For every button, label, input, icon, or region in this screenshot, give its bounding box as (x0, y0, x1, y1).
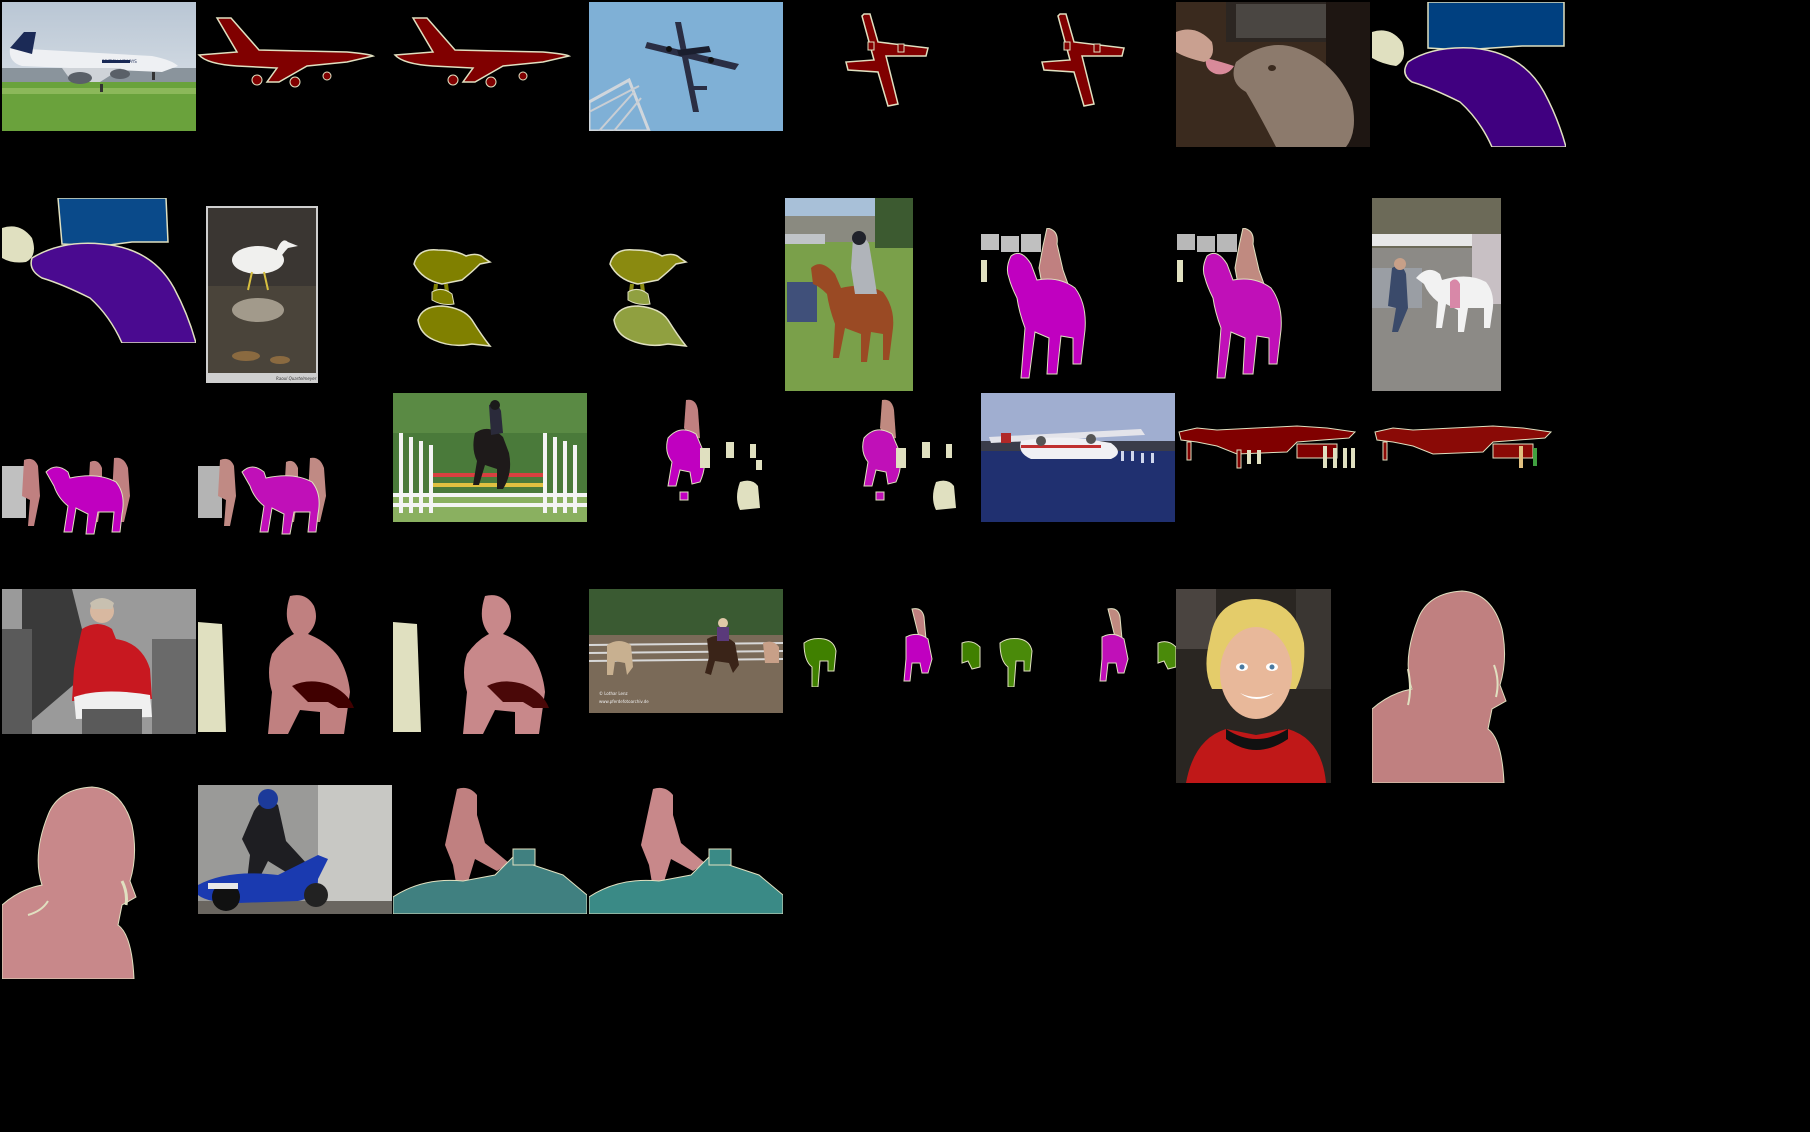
seaplane-pred-mask (1373, 418, 1553, 474)
show-jumping-pred-mask (852, 398, 962, 510)
smiling-woman-gt-mask (1372, 589, 1512, 783)
dog-gt-mask (1372, 2, 1566, 147)
rider-horse-gt-mask (981, 228, 1101, 383)
seaplane-gt-mask (1177, 418, 1357, 474)
rodeo-photo: © Lothar Lenz www.pferdefotoarchiv.de (589, 589, 783, 713)
man-cat-gt-mask (198, 592, 358, 737)
rider-horse-photo (785, 198, 913, 391)
egret-pred-mask (608, 240, 688, 350)
smiling-woman-pred-mask (2, 785, 142, 979)
motorbike-pred-mask (589, 785, 783, 914)
rodeo-pred-mask (998, 607, 1178, 687)
white-horse-pred-mask (198, 456, 328, 541)
rider-horse-pred-mask (1177, 228, 1297, 383)
white-horse-photo (1372, 198, 1501, 391)
prop-plane-pred-mask (1034, 12, 1126, 112)
seaplane-photo (981, 393, 1175, 522)
dog-photo (1176, 2, 1370, 147)
show-jumping-gt-mask (656, 398, 766, 510)
airliner-livery-text: BRITISH AIRWAYS (102, 59, 137, 64)
white-horse-gt-mask (2, 456, 132, 541)
egret-photo: Raoul Quartelmeyer (206, 206, 318, 383)
egret-signature: Raoul Quartelmeyer (276, 376, 317, 381)
airliner-pred-mask (393, 10, 573, 90)
rodeo-credit-2: www.pferdefotoarchiv.de (599, 699, 649, 704)
dog-pred-mask (2, 198, 196, 343)
airliner-gt-mask (197, 10, 377, 90)
rodeo-credit-1: © Lothar Lenz (599, 691, 628, 696)
rodeo-gt-mask (802, 607, 982, 687)
airliner-photo: BRITISH AIRWAYS (2, 2, 196, 131)
prop-plane-gt-mask (838, 12, 930, 112)
motorbike-photo (198, 785, 392, 914)
egret-gt-mask (412, 240, 492, 350)
man-cat-photo (2, 589, 196, 734)
motorbike-gt-mask (393, 785, 587, 914)
smiling-woman-photo (1176, 589, 1331, 783)
prop-plane-photo (589, 2, 783, 131)
show-jumping-photo (393, 393, 587, 522)
man-cat-pred-mask (393, 592, 553, 737)
